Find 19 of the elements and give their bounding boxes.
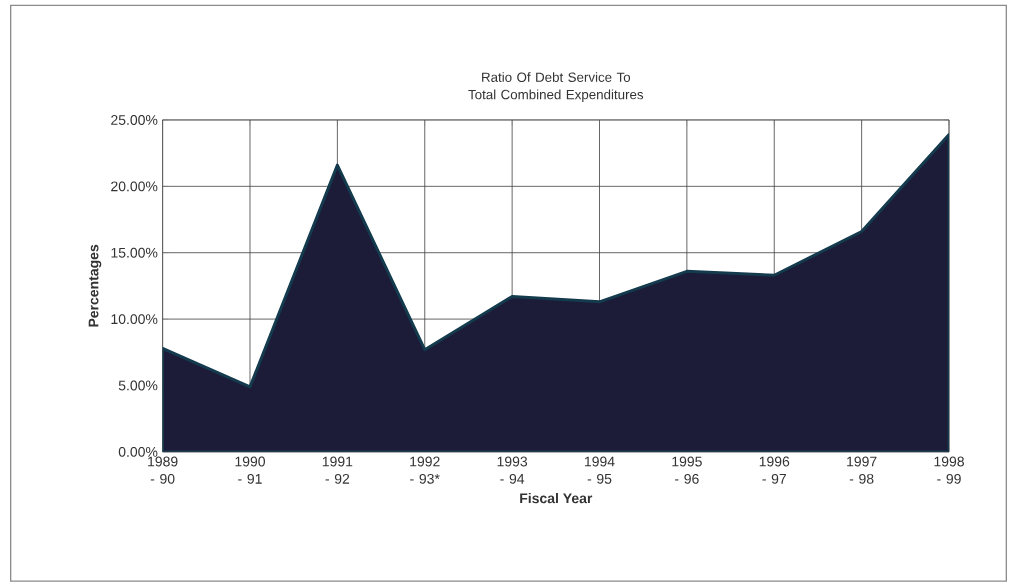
y-tick-label: 25.00%	[111, 114, 158, 125]
x-tick-label: 1990 - 91	[235, 456, 266, 484]
y-tick-label: 0.00%	[118, 446, 158, 457]
x-tick-label: 1994 - 95	[585, 456, 615, 484]
x-tick-label: 1991 - 92	[322, 456, 353, 484]
chart-title: Ratio Of Debt Service To Total Combined Expenditures	[468, 71, 644, 102]
y-axis-title: Percentages	[88, 244, 102, 327]
x-tick-label: 1997 - 98	[847, 456, 877, 484]
x-tick-label: 1998 - 99	[934, 456, 964, 484]
y-tick-label: 5.00%	[118, 380, 158, 391]
x-tick-label: 1995 - 96	[672, 456, 702, 484]
x-tick-label: 1996 - 97	[759, 456, 790, 484]
y-tick-label: 10.00%	[111, 313, 158, 324]
y-tick-label: 20.00%	[111, 181, 158, 192]
x-tick-label: 1993 - 94	[497, 456, 528, 484]
x-tick-label: 1989 - 90	[148, 456, 178, 484]
x-tick-label: 1992 - 93*	[410, 456, 440, 484]
x-axis-title: Fiscal Year	[520, 492, 593, 503]
y-tick-label: 15.00%	[111, 247, 158, 258]
